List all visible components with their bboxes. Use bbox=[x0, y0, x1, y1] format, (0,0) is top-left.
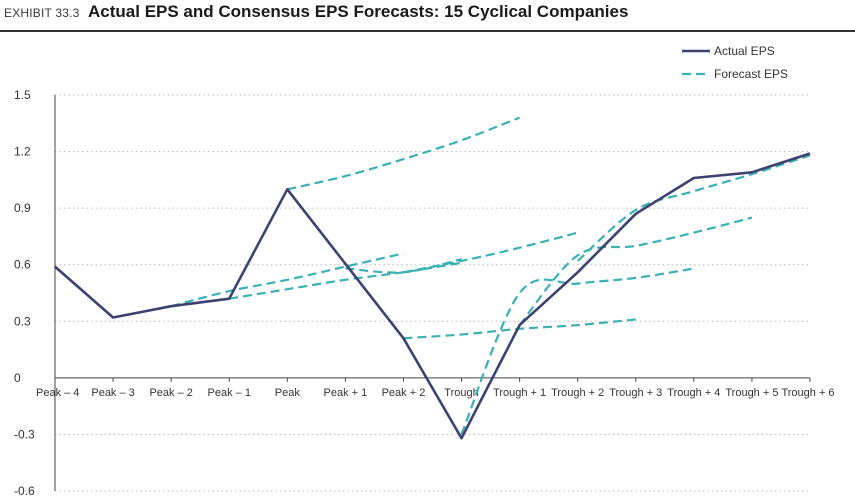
x-tick-label: Trough + 1 bbox=[493, 387, 546, 399]
x-tick-label: Peak bbox=[275, 387, 301, 399]
exhibit-number: EXHIBIT 33.3 bbox=[4, 6, 80, 20]
exhibit-header: EXHIBIT 33.3 Actual EPS and Consensus EP… bbox=[4, 2, 628, 28]
x-tick-label: Peak + 2 bbox=[382, 387, 426, 399]
x-tick-label: Trough + 3 bbox=[609, 387, 662, 399]
y-tick-label: 1.2 bbox=[14, 145, 31, 159]
y-tick-label: 0.9 bbox=[14, 201, 31, 215]
actual-eps-line bbox=[54, 152, 811, 440]
forecast-eps-line-6 bbox=[403, 318, 636, 340]
forecast-eps-line-7 bbox=[460, 267, 694, 435]
x-tick-label: Trough + 5 bbox=[725, 387, 778, 399]
forecast-eps-line-9 bbox=[576, 154, 811, 262]
x-tick-label: Peak + 1 bbox=[324, 387, 368, 399]
title-rule bbox=[0, 30, 855, 32]
x-tick-label: Trough + 2 bbox=[551, 387, 604, 399]
y-tick-label: -0.6 bbox=[14, 484, 35, 498]
y-tick-label: -0.3 bbox=[14, 427, 35, 441]
forecast-eps-line-8 bbox=[518, 216, 753, 326]
y-tick-label: 1.5 bbox=[14, 88, 31, 102]
forecast-eps-line-1 bbox=[170, 252, 404, 308]
x-tick-label: Peak – 2 bbox=[149, 387, 192, 399]
legend-forecast-label: Forecast EPS bbox=[714, 67, 788, 81]
chart-title: Actual EPS and Consensus EPS Forecasts: … bbox=[88, 2, 629, 21]
forecast-eps-line-5 bbox=[403, 231, 578, 274]
x-tick-label: Trough + 6 bbox=[781, 387, 834, 399]
x-tick-label: Peak – 1 bbox=[208, 387, 251, 399]
y-tick-label: 0.6 bbox=[14, 258, 31, 272]
x-tick-label: Trough bbox=[444, 387, 478, 399]
y-tick-label: 0.3 bbox=[14, 314, 31, 328]
x-tick-label: Peak – 4 bbox=[36, 387, 79, 399]
forecast-eps-line-3 bbox=[287, 116, 521, 191]
legend-actual-label: Actual EPS bbox=[714, 44, 775, 58]
x-tick-label: Peak – 3 bbox=[91, 387, 134, 399]
x-tick-label: Trough + 4 bbox=[667, 387, 720, 399]
y-tick-label: 0 bbox=[14, 371, 21, 385]
forecast-eps-line-2 bbox=[229, 261, 462, 300]
